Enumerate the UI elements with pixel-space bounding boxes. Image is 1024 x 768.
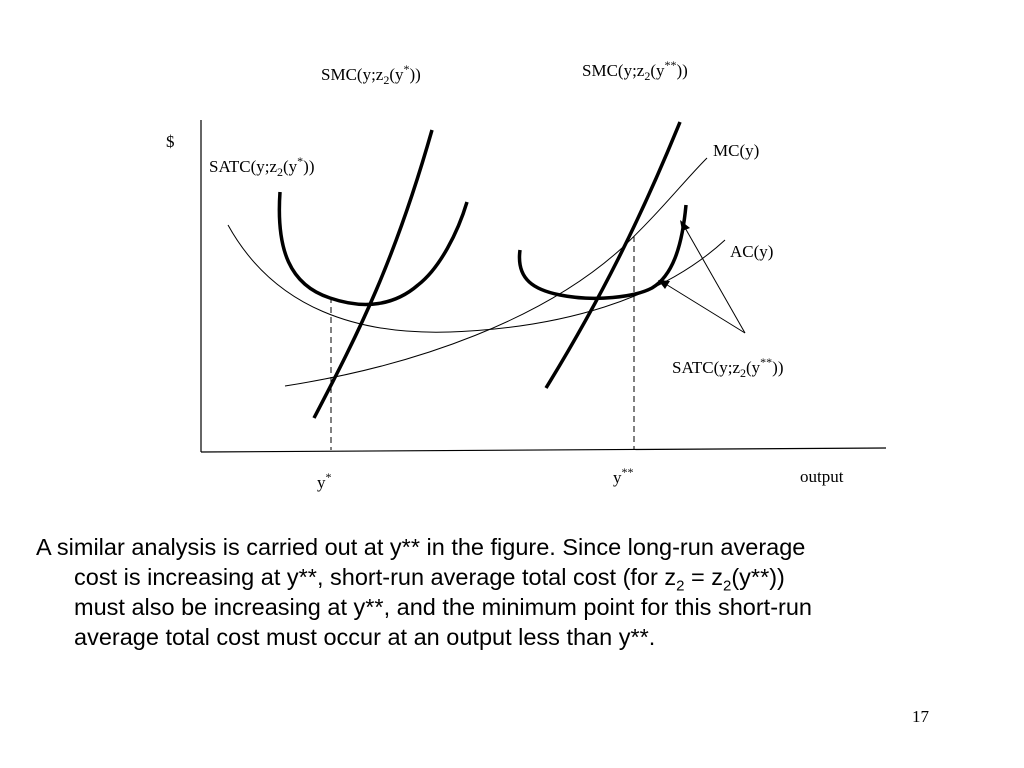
smc-starstar-curve xyxy=(544,121,682,389)
paragraph-line-3: must also be increasing at y**, and the … xyxy=(74,594,812,620)
smc-starstar-label: SMC(y;z2(y**)) xyxy=(582,58,688,83)
cost-curves-figure: SMC(y;z2(y*)) SMC(y;z2(y**)) $ SATC(y;z2… xyxy=(166,58,887,492)
satc-starstar-curve xyxy=(517,204,688,301)
paragraph-line-1: A similar analysis is carried out at y**… xyxy=(36,534,806,560)
page-number: 17 xyxy=(912,707,929,726)
smc-star-curve xyxy=(312,129,434,419)
paragraph-line-4: average total cost must occur at an outp… xyxy=(74,624,656,650)
arrow-line-lower xyxy=(663,282,746,334)
ystarstar-tick-label: y** xyxy=(613,465,634,487)
ystar-tick-label: y* xyxy=(317,470,332,492)
mc-curve xyxy=(284,157,708,387)
ac-curve xyxy=(227,224,726,333)
arrowhead-upper-icon xyxy=(680,220,690,231)
arrow-line-upper xyxy=(683,225,746,334)
satc-star-curve xyxy=(277,191,469,307)
satc-starstar-label: SATC(y;z2(y**)) xyxy=(672,355,784,380)
dollar-axis-label: $ xyxy=(166,132,175,151)
mc-label: MC(y) xyxy=(713,141,759,160)
smc-star-label: SMC(y;z2(y*)) xyxy=(321,62,421,87)
arrowhead-lower-icon xyxy=(658,280,670,289)
paragraph-line-2: cost is increasing at y**, short-run ave… xyxy=(74,564,785,595)
explanation-paragraph: A similar analysis is carried out at y**… xyxy=(36,532,976,652)
ac-label: AC(y) xyxy=(730,242,773,261)
x-axis xyxy=(200,447,887,453)
output-axis-label: output xyxy=(800,467,844,486)
satc-star-label: SATC(y;z2(y*)) xyxy=(209,154,315,179)
